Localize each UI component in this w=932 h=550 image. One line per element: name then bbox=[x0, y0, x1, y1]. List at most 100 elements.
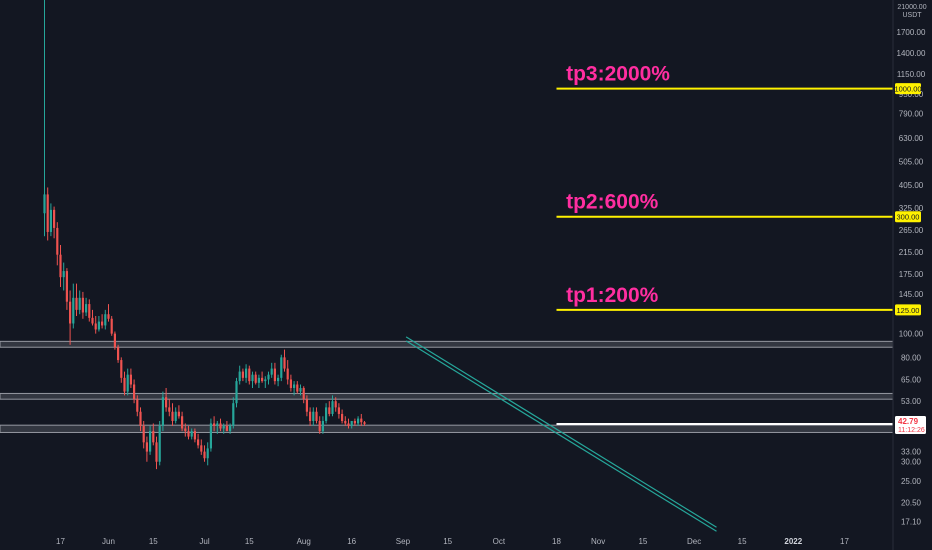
y-tick-label: 145.00 bbox=[899, 290, 924, 299]
candle bbox=[145, 436, 148, 462]
candle bbox=[257, 374, 260, 388]
candle bbox=[283, 349, 286, 372]
candle bbox=[165, 387, 168, 412]
candle-body bbox=[139, 411, 142, 426]
candle-body bbox=[232, 403, 235, 426]
candle bbox=[81, 291, 84, 319]
candle bbox=[171, 403, 174, 426]
candle-body bbox=[257, 377, 260, 383]
target-price-tag-bg bbox=[895, 83, 921, 95]
candle bbox=[101, 314, 104, 329]
candle bbox=[193, 428, 196, 443]
x-tick-label: Dec bbox=[687, 537, 701, 546]
candle-body bbox=[280, 357, 283, 378]
target-price-tag-text: 300.00 bbox=[897, 213, 920, 222]
y-tick-label: 1400.00 bbox=[897, 49, 926, 58]
candle-body bbox=[136, 399, 139, 412]
candle bbox=[120, 357, 123, 383]
y-tick-label: 80.00 bbox=[901, 353, 922, 362]
y-tick-label: 20.50 bbox=[901, 498, 922, 507]
candle-body bbox=[321, 420, 324, 432]
candle-body bbox=[123, 377, 126, 392]
candle-body bbox=[273, 368, 276, 382]
y-tick-label: 175.00 bbox=[899, 270, 924, 279]
candles bbox=[43, 186, 366, 470]
candle bbox=[59, 245, 62, 287]
target-price-tag-text: 125.00 bbox=[897, 306, 920, 315]
candle bbox=[133, 379, 136, 404]
candle bbox=[270, 362, 273, 378]
price-axis-header: 21000.00 bbox=[897, 4, 926, 11]
candle bbox=[222, 423, 225, 434]
candle bbox=[181, 411, 184, 432]
target-label: tp2:600% bbox=[566, 191, 659, 214]
candle bbox=[117, 344, 120, 363]
candle-body bbox=[305, 399, 308, 412]
candle bbox=[168, 399, 171, 417]
candle-body bbox=[49, 209, 52, 232]
candle-body bbox=[216, 423, 219, 426]
candle-body bbox=[347, 423, 350, 426]
y-tick-label: 790.00 bbox=[899, 110, 924, 119]
candle-body bbox=[302, 387, 305, 400]
candle bbox=[302, 386, 305, 404]
candle bbox=[155, 436, 158, 470]
trendline-upper bbox=[405, 336, 717, 528]
candle bbox=[350, 420, 353, 429]
candle-body bbox=[353, 420, 356, 424]
candle-body bbox=[344, 420, 347, 424]
y-tick-label: 265.00 bbox=[899, 226, 924, 235]
candle-body bbox=[69, 301, 72, 324]
candle bbox=[126, 368, 129, 396]
candle-body bbox=[296, 384, 299, 392]
candle-body bbox=[213, 423, 216, 426]
candle-body bbox=[107, 314, 110, 319]
candle bbox=[347, 418, 350, 429]
candle-body bbox=[187, 431, 190, 437]
candle bbox=[334, 397, 337, 412]
candle bbox=[219, 418, 222, 432]
target-price-tag: 1000.00 bbox=[894, 83, 922, 95]
y-tick-label: 1150.00 bbox=[897, 70, 926, 79]
candle-body bbox=[235, 381, 238, 404]
candle-body bbox=[254, 374, 257, 383]
candle bbox=[299, 384, 302, 396]
y-tick-label: 100.00 bbox=[899, 330, 924, 339]
candle bbox=[312, 407, 315, 426]
candle-body bbox=[251, 374, 254, 382]
candle-body bbox=[72, 297, 75, 324]
candle bbox=[232, 397, 235, 429]
candle bbox=[85, 297, 88, 317]
candle bbox=[309, 407, 312, 426]
candle bbox=[337, 403, 340, 419]
candle bbox=[273, 362, 276, 385]
target-price-tag-text: 1000.00 bbox=[894, 85, 921, 94]
candle-body bbox=[238, 371, 241, 382]
candle-body bbox=[222, 425, 225, 429]
x-tick-label: 15 bbox=[245, 537, 254, 546]
candle-body bbox=[203, 451, 206, 459]
candle bbox=[331, 395, 334, 417]
candle bbox=[56, 222, 59, 266]
candle bbox=[142, 420, 145, 449]
candle bbox=[139, 407, 142, 432]
candle bbox=[149, 425, 152, 455]
candle bbox=[161, 391, 164, 432]
candle bbox=[213, 416, 216, 432]
candle-body bbox=[94, 323, 97, 330]
candle-body bbox=[181, 416, 184, 429]
candle-body bbox=[133, 384, 136, 400]
candle bbox=[152, 423, 155, 446]
target-price-tag-bg bbox=[895, 211, 921, 223]
x-tick-label: Sep bbox=[396, 537, 411, 546]
candle bbox=[94, 316, 97, 334]
candle-body bbox=[85, 304, 88, 313]
candle bbox=[158, 420, 161, 466]
candle-body bbox=[142, 425, 145, 443]
x-tick-label: 15 bbox=[738, 537, 747, 546]
candle-body bbox=[277, 377, 280, 382]
